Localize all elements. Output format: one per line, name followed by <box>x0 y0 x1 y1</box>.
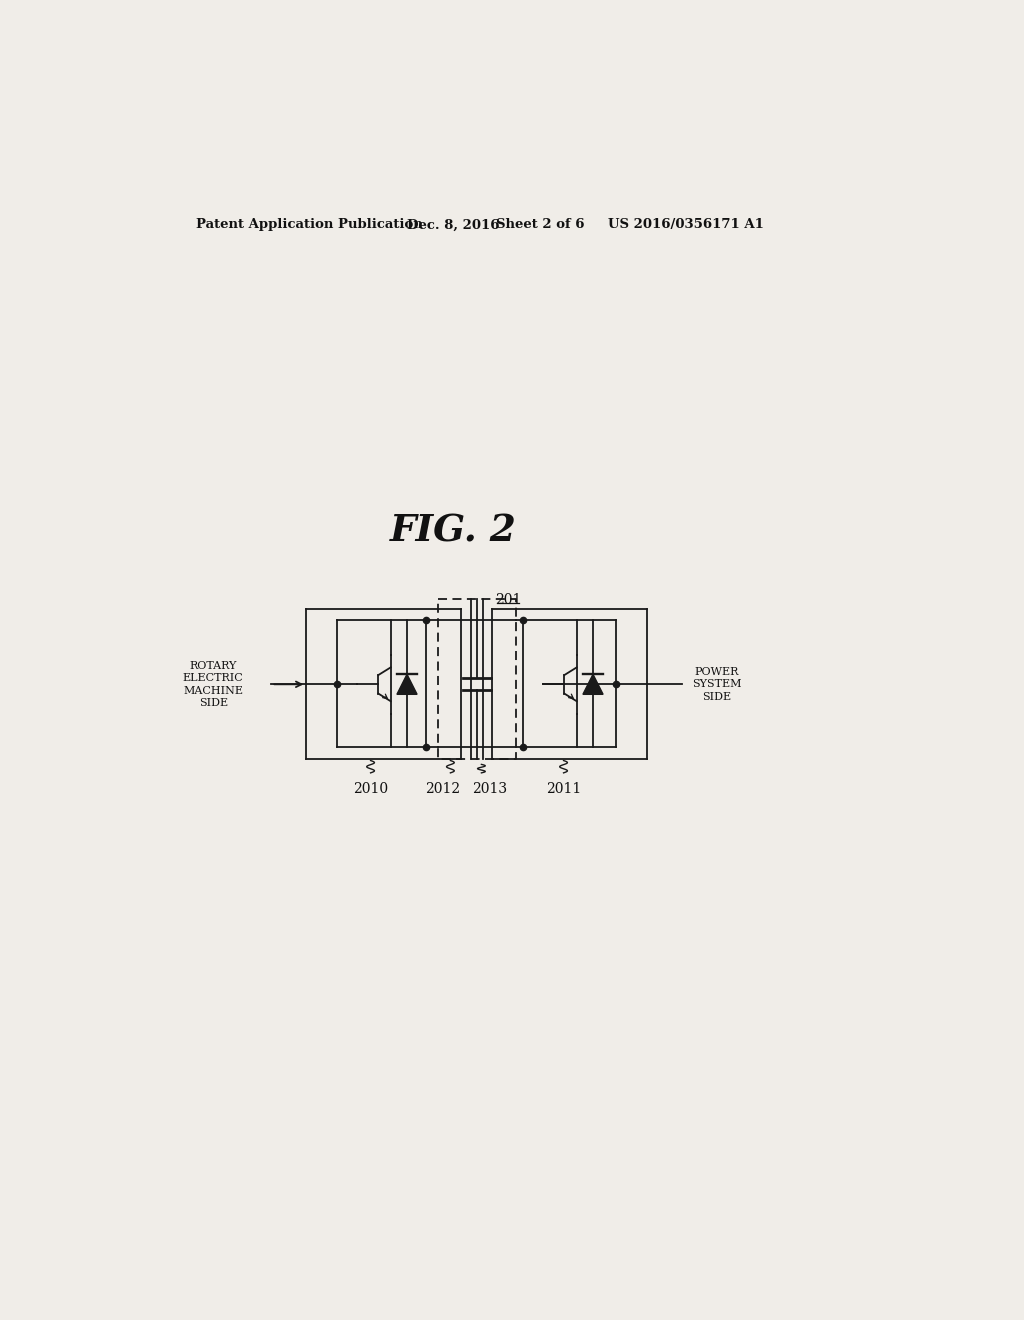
Text: Sheet 2 of 6: Sheet 2 of 6 <box>496 218 585 231</box>
Text: Patent Application Publication: Patent Application Publication <box>197 218 423 231</box>
Polygon shape <box>583 675 603 694</box>
Text: ROTARY
ELECTRIC
MACHINE
SIDE: ROTARY ELECTRIC MACHINE SIDE <box>183 661 244 708</box>
Text: 2011: 2011 <box>546 781 582 796</box>
Text: Dec. 8, 2016: Dec. 8, 2016 <box>407 218 500 231</box>
Text: 2010: 2010 <box>353 781 388 796</box>
Text: US 2016/0356171 A1: US 2016/0356171 A1 <box>608 218 764 231</box>
Text: POWER
SYSTEM
SIDE: POWER SYSTEM SIDE <box>692 667 741 702</box>
Text: FIG. 2: FIG. 2 <box>390 512 517 549</box>
Polygon shape <box>397 675 417 694</box>
Text: 201: 201 <box>495 594 521 607</box>
Text: 2012: 2012 <box>425 781 460 796</box>
Text: 2013: 2013 <box>472 781 507 796</box>
